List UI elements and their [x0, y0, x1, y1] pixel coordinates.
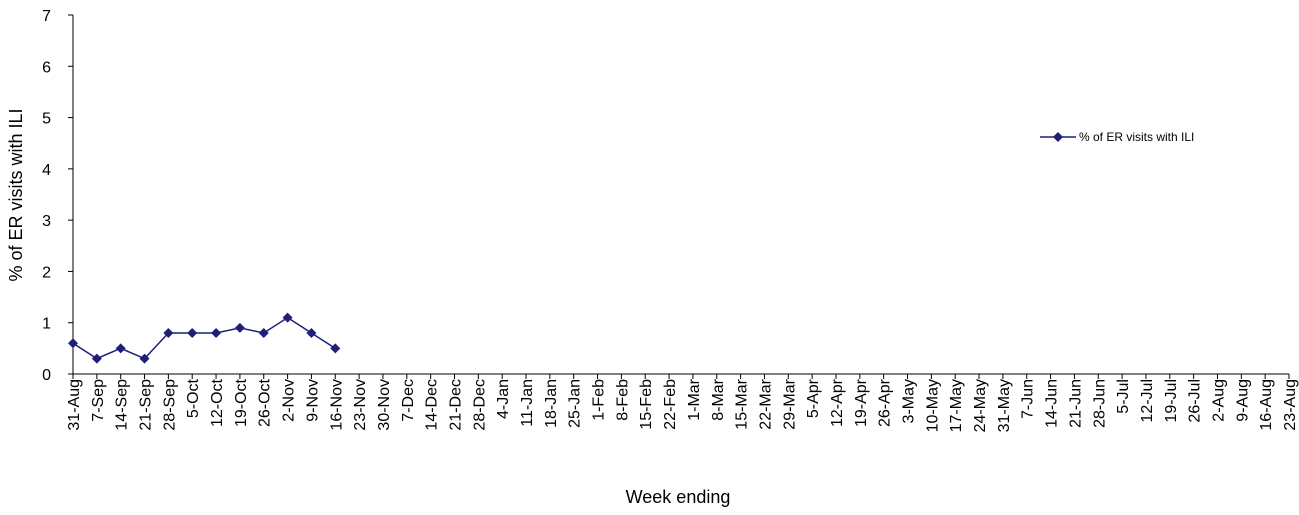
x-tick-label: 16-Nov	[328, 379, 345, 431]
x-tick-label: 3-May	[901, 379, 918, 423]
data-point	[115, 343, 126, 354]
x-tick-label: 28-Sep	[161, 379, 178, 431]
x-tick-label: 2-Nov	[281, 379, 298, 422]
x-tick-label: 2-Aug	[1210, 379, 1227, 422]
x-tick-label: 26-Jul	[1187, 379, 1204, 423]
x-tick-label: 9-Aug	[1234, 379, 1251, 422]
y-axis-title: % of ER visits with ILI	[6, 108, 26, 281]
x-tick-label: 14-Sep	[114, 379, 131, 431]
x-tick-label: 1-Feb	[591, 379, 608, 421]
data-point	[330, 343, 341, 354]
x-tick-label: 25-Jan	[567, 379, 584, 428]
x-tick-label: 21-Sep	[138, 379, 155, 431]
x-tick-label: 12-Jul	[1139, 379, 1156, 423]
x-tick-label: 8-Mar	[710, 378, 727, 420]
y-tick-label: 6	[42, 59, 51, 76]
x-tick-label: 24-May	[972, 379, 989, 432]
x-tick-label: 14-Jun	[1044, 379, 1061, 428]
x-axis: 31-Aug 7-Sep 14-Sep 21-Sep 28-Sep 5-Oct 12-Oct…	[66, 373, 1299, 432]
x-tick-label: 19-Oct	[233, 378, 250, 427]
data-point	[306, 327, 317, 338]
data-point	[211, 327, 222, 338]
data-point	[282, 312, 293, 323]
x-tick-label: 16-Aug	[1258, 379, 1275, 431]
x-tick-label: 18-Jan	[543, 379, 560, 428]
x-tick-label: 4-Jan	[495, 379, 512, 419]
y-tick-label: 5	[42, 111, 51, 128]
x-tick-label: 9-Nov	[304, 379, 321, 422]
x-tick-label: 21-Jun	[1067, 379, 1084, 428]
x-tick-label: 17-May	[948, 379, 965, 432]
x-tick-label: 28-Dec	[471, 379, 488, 431]
x-tick-label: 30-Nov	[376, 379, 393, 431]
data-point	[68, 338, 78, 349]
x-tick-label: 5-Apr	[805, 378, 822, 418]
x-tick-label: 23-Nov	[352, 379, 369, 431]
x-tick-label: 11-Jan	[519, 379, 536, 427]
data-point	[187, 327, 198, 338]
x-tick-label: 12-Oct	[209, 378, 226, 427]
x-tick-label: 15-Mar	[734, 378, 751, 429]
y-tick-label: 2	[42, 264, 51, 281]
x-tick-label: 7-Sep	[90, 379, 107, 422]
x-tick-label: 31-Aug	[66, 379, 83, 431]
data-point	[234, 322, 245, 333]
y-tick-label: 3	[42, 213, 51, 230]
x-tick-label: 29-Mar	[781, 378, 798, 429]
x-tick-label: 22-Mar	[757, 378, 774, 429]
x-tick-label: 7-Dec	[400, 379, 417, 422]
x-tick-label: 12-Apr	[829, 378, 846, 427]
y-tick-label: 1	[42, 316, 51, 333]
x-tick-label: 31-May	[996, 379, 1013, 432]
x-tick-label: 19-Apr	[853, 378, 870, 427]
data-point	[258, 327, 269, 338]
x-tick-label: 5-Oct	[185, 378, 202, 418]
x-tick-label: 8-Feb	[614, 379, 631, 421]
y-tick-label: 7	[42, 8, 51, 25]
series-line	[72, 316, 336, 360]
legend: % of ER visits with ILI	[1040, 130, 1194, 144]
x-axis-title: Week ending	[626, 487, 731, 507]
series-layer	[68, 312, 341, 364]
x-tick-label: 21-Dec	[447, 379, 464, 431]
y-tick-label: 0	[42, 367, 51, 384]
x-tick-label: 1-Mar	[686, 378, 703, 420]
x-tick-label: 7-Jun	[1020, 379, 1037, 419]
x-tick-label: 22-Feb	[662, 379, 679, 430]
legend-marker	[1053, 132, 1063, 142]
x-tick-label: 15-Feb	[638, 379, 655, 430]
y-tick-label: 4	[42, 162, 51, 179]
data-point	[91, 353, 102, 364]
data-point	[139, 353, 150, 364]
x-tick-label: 23-Aug	[1282, 379, 1299, 431]
legend-label: % of ER visits with ILI	[1079, 130, 1194, 144]
x-tick-label: 14-Dec	[424, 379, 441, 431]
x-tick-label: 28-Jun	[1091, 379, 1108, 428]
x-tick-label: 5-Jul	[1115, 379, 1132, 414]
x-tick-label: 26-Oct	[257, 378, 274, 427]
x-tick-label: 19-Jul	[1163, 379, 1180, 423]
y-axis: 0 1 2 3 4 5 6 7	[42, 8, 74, 384]
x-tick-label: 10-May	[924, 379, 941, 432]
data-point	[163, 327, 174, 338]
x-tick-label: 26-Apr	[877, 378, 894, 427]
